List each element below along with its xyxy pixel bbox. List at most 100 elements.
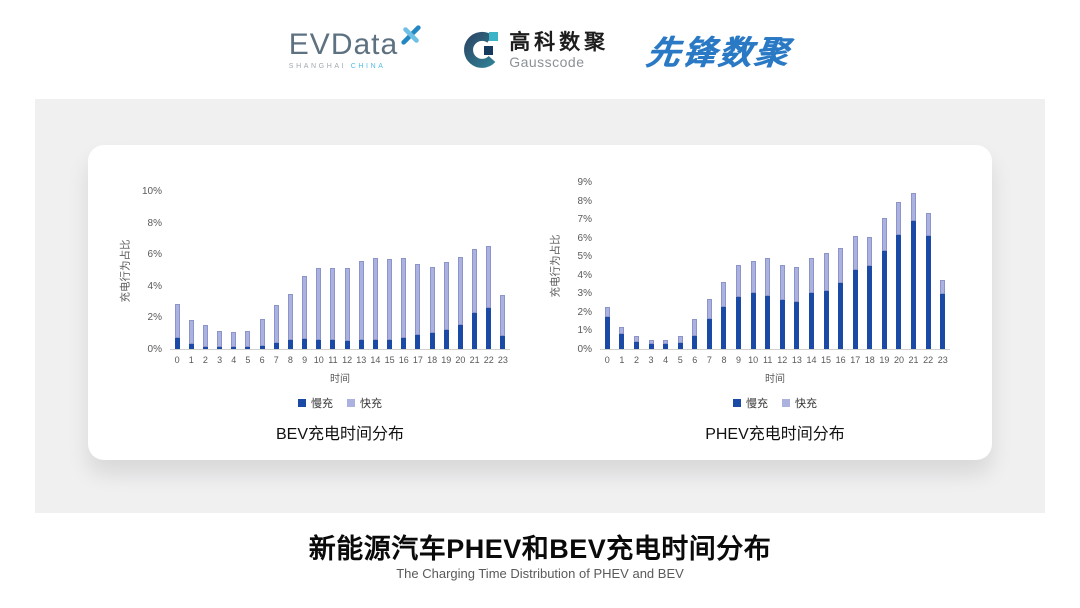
fast-charge-segment [217,330,223,348]
fast-charge-segment [677,336,683,344]
evdata-logo: EVData SHANGHAI CHINA [288,25,422,70]
gray-band: 充电行为占比 时间 慢充 快充 BEV充电时间分布 0% 2% 4% 6% 8% 10% 0 1… [35,99,1045,513]
legend-item-fast: 快充 [782,395,817,411]
fast-charge-segment [765,258,771,297]
page-title: 新能源汽车PHEV和BEV充电时间分布 [308,534,772,564]
slow-charge-segment [287,340,293,349]
fast-charge-segment [457,257,463,325]
pioneer-wordmark: 先锋数聚 [644,34,794,71]
bar-hour-4 [231,332,237,349]
y-tick-label: 7% [577,214,592,226]
slow-charge-segment [486,307,492,349]
bar-hour-8 [287,293,293,349]
slow-charge-segment [302,338,308,349]
slow-charge-segment [245,347,251,349]
x-tick-label: 16 [835,355,846,365]
slow-charge-segment [231,347,237,349]
x-tick-label: 11 [763,355,773,365]
bar-hour-18 [867,236,873,349]
fast-charge-segment [940,280,946,295]
bar-hour-18 [429,266,435,349]
y-tick-label: 5% [577,251,592,263]
bar-hour-13 [358,261,364,349]
bev-chart: 充电行为占比 时间 慢充 快充 BEV充电时间分布 0% 2% 4% 6% 8% 10% 0 1… [88,145,992,460]
bar-hour-1 [619,326,625,349]
bar-hour-11 [330,267,336,349]
evdata-wordmark: EVData [288,28,399,61]
slow-charge-segment [344,341,350,349]
x-tick-label: 10 [748,355,759,365]
x-tick-label: 12 [777,355,788,365]
x-tick-label: 2 [633,355,639,365]
x-tick-label: 18 [427,355,438,365]
bar-hour-16 [838,247,844,349]
fast-charge-segment [372,258,378,341]
fast-charge-segment [500,294,506,337]
fast-charge-segment [867,236,873,267]
fast-charge-segment [838,247,844,284]
slow-charge-segment [925,235,931,349]
bar-hour-10 [316,268,322,349]
slow-charge-segment [604,316,610,349]
slow-charge-segment [823,290,829,349]
fast-charge-segment [663,339,669,344]
bar-hour-4 [663,339,669,349]
slow-charge-segment [330,339,336,349]
slow-charge-segment [443,330,449,349]
slow-charge-segment [457,324,463,349]
bev-caption: BEV充电时间分布 [275,426,405,443]
x-tick-label: 5 [677,355,683,365]
x-tick-label: 0 [174,355,180,365]
legend-label: 快充 [795,398,817,410]
slow-charge-segment [750,293,756,349]
bar-hour-6 [692,319,698,349]
x-tick-label: 1 [619,355,625,365]
y-tick-label: 9% [577,177,592,188]
fast-charge-segment [273,304,279,343]
fast-charge-segment [633,336,639,342]
fast-charge-segment [794,267,800,302]
fast-charge-segment [808,258,814,294]
x-tick-label: 11 [328,355,338,365]
fast-charge-segment [750,260,756,294]
x-tick-label: 21 [908,355,919,365]
slow-charge-segment [619,334,625,349]
bar-hour-17 [415,263,421,349]
x-tick-label: 18 [864,355,875,365]
legend-swatch [733,399,741,407]
x-tick-label: 21 [469,355,480,365]
fast-charge-segment [174,303,180,338]
slow-charge-segment [794,301,800,349]
bar-hour-11 [765,258,771,349]
fast-charge-segment [823,252,829,291]
bar-hour-22 [925,212,931,349]
bar-hour-16 [401,258,407,349]
bar-hour-21 [911,193,917,349]
phev-x-axis-title: 时间 [765,374,785,385]
y-tick-label: 1% [577,325,592,337]
y-tick-label: 2% [577,306,592,318]
x-tick-label: 3 [217,355,223,365]
x-tick-label: 8 [721,355,727,365]
fast-charge-segment [330,267,336,340]
gausscode-cn: 高科数聚 [509,30,610,54]
legend-label: 慢充 [311,398,333,410]
fast-charge-segment [401,258,407,338]
evdata-subtext-china: CHINA [350,63,386,70]
evdata-subtext: SHANGHAI CHINA [289,63,422,70]
gausscode-icon [464,31,499,68]
x-tick-label: 22 [923,355,934,365]
bar-hour-3 [648,339,654,349]
x-tick-label: 19 [879,355,890,365]
slow-charge-segment [472,313,478,349]
bar-hour-1 [188,319,194,349]
fast-charge-segment [911,193,917,221]
x-tick-label: 13 [791,355,802,365]
x-tick-label: 4 [231,355,237,365]
evdata-x-icon [401,25,421,45]
fast-charge-segment [896,202,902,235]
x-tick-label: 5 [245,355,251,365]
fast-charge-segment [287,293,293,341]
bar-hour-9 [736,264,742,349]
bar-hour-6 [259,318,265,349]
